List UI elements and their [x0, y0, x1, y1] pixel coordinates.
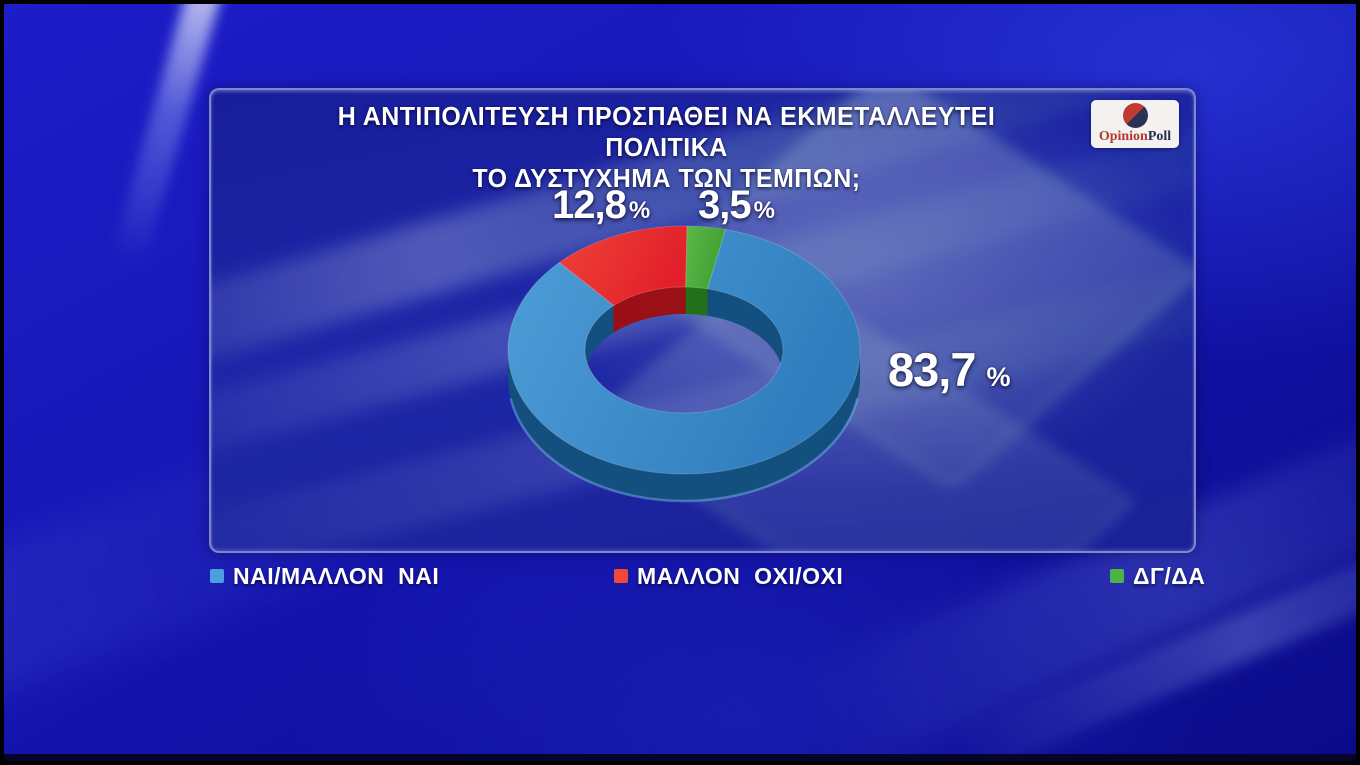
legend-item-dk: ΔΓ/ΔΑ [1110, 563, 1205, 589]
logo-text-secondary: Poll [1147, 129, 1172, 144]
bg-chevron-shape [583, 263, 1135, 551]
legend-label-no: ΜΑΛΛΟΝ ΟΧΙ/ΟΧΙ [637, 562, 844, 589]
legend-swatch-yes [210, 569, 224, 583]
value-label-no: 12,8% [552, 183, 651, 227]
legend-swatch-no [614, 569, 628, 583]
logo-text-primary: Opinion [1098, 129, 1148, 144]
value-label-dk: 3,5% [698, 183, 775, 227]
logo-circle-icon [1122, 103, 1148, 128]
poll-question-line2: ΤΟ ΔΥΣΤΥΧΗΜΑ ΤΩΝ ΤΕΜΠΩΝ; [472, 163, 861, 193]
legend-item-no: ΜΑΛΛΟΝ ΟΧΙ/ΟΧΙ [614, 563, 843, 589]
opinionpoll-logo: OpinionPoll [1091, 100, 1179, 148]
logo-text: OpinionPoll [1091, 128, 1179, 145]
bottom-frame-strip [4, 754, 1356, 761]
legend-item-yes: ΝΑΙ/ΜΑΛΛΟΝ ΝΑΙ [210, 563, 439, 589]
glass-panel: Η ΑΝΤΙΠΟΛΙΤΕΥΣΗ ΠΡΟΣΠΑΘΕΙ ΝΑ ΕΚΜΕΤΑΛΛΕΥΤ… [209, 88, 1196, 553]
poll-question-line1: Η ΑΝΤΙΠΟΛΙΤΕΥΣΗ ΠΡΟΣΠΑΘΕΙ ΝΑ ΕΚΜΕΤΑΛΛΕΥΤ… [337, 101, 996, 162]
panel-sheen-band [211, 223, 1194, 551]
poll-question-title: Η ΑΝΤΙΠΟΛΙΤΕΥΣΗ ΠΡΟΣΠΑΘΕΙ ΝΑ ΕΚΜΕΤΑΛΛΕΥΤ… [275, 101, 1057, 194]
value-label-yes: 83,7% [888, 343, 1011, 396]
legend-swatch-dk [1110, 569, 1124, 583]
legend-label-yes: ΝΑΙ/ΜΑΛΛΟΝ ΝΑΙ [233, 562, 440, 589]
legend-label-dk: ΔΓ/ΔΑ [1133, 562, 1206, 589]
